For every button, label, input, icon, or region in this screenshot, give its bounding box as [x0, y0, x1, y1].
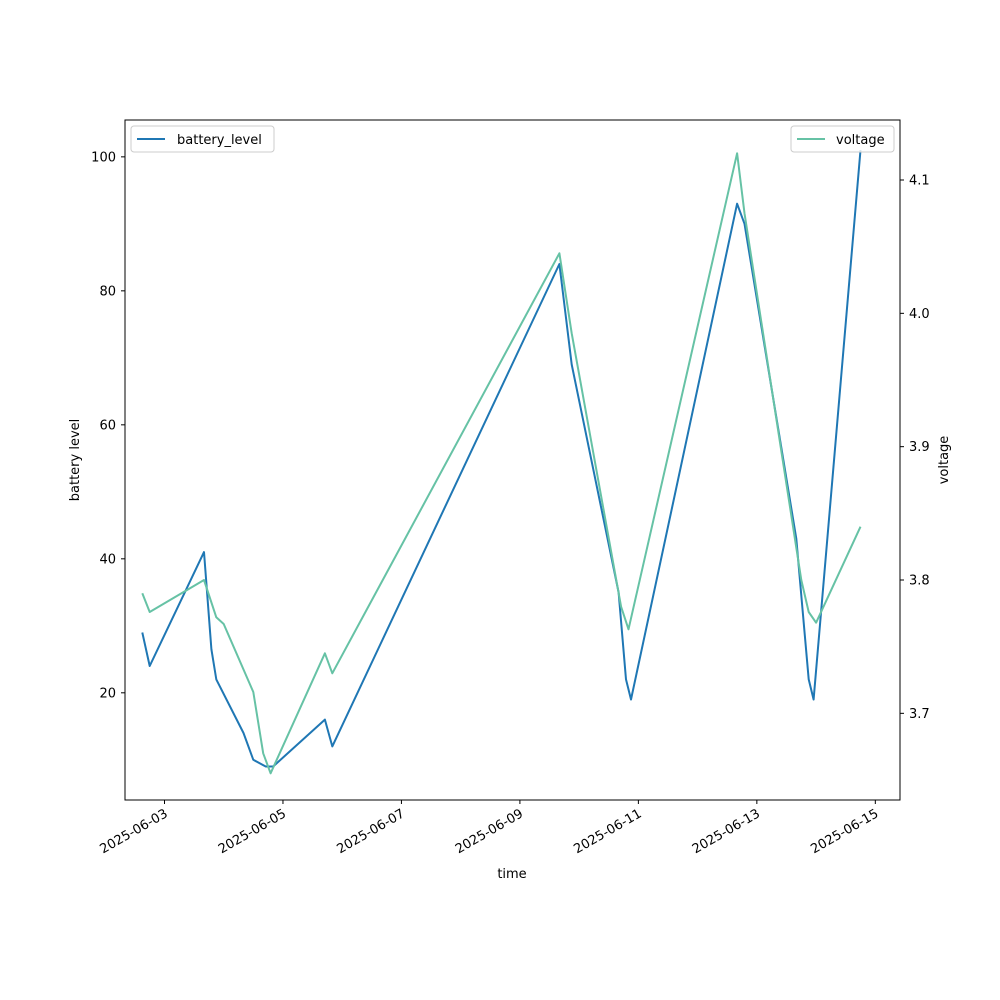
legend-label-voltage: voltage: [836, 133, 885, 148]
y-tick-label: 80: [99, 284, 116, 299]
legend-label-battery-level: battery_level: [177, 133, 262, 148]
y2-tick-label: 3.9: [909, 440, 930, 455]
plot-area: [125, 120, 900, 800]
y-tick-label: 100: [91, 150, 116, 165]
series-line-voltage: [141, 152, 862, 775]
y-tick-label: 40: [99, 552, 116, 567]
x-tick-label: 2025-06-11: [571, 806, 644, 857]
x-tick-label: 2025-06-09: [453, 806, 526, 857]
legend-box: [790, 125, 895, 153]
y2-tick-label: 3.8: [909, 574, 930, 589]
x-tick-label: 2025-06-13: [690, 806, 763, 857]
y2-tick-label: 3.7: [909, 707, 930, 722]
x-tick-label: 2025-06-15: [808, 806, 881, 857]
y2-axis-label: voltage: [937, 436, 952, 485]
legend-voltage: voltage: [790, 125, 895, 153]
y2-tick-label: 4.0: [909, 307, 930, 322]
x-tick-label: 2025-06-05: [216, 806, 289, 857]
y-tick-label: 60: [99, 418, 116, 433]
x-axis-label: time: [497, 867, 526, 882]
legend-box: [130, 125, 275, 153]
x-tick-label: 2025-06-07: [334, 806, 407, 857]
y-tick-label: 20: [99, 686, 116, 701]
legend-battery-level: battery_level: [130, 125, 275, 153]
y-axis-label: battery level: [68, 419, 83, 502]
plot-frame: [124, 119, 901, 801]
x-tick-label: 2025-06-03: [98, 806, 171, 857]
y2-tick-label: 4.1: [909, 174, 930, 189]
